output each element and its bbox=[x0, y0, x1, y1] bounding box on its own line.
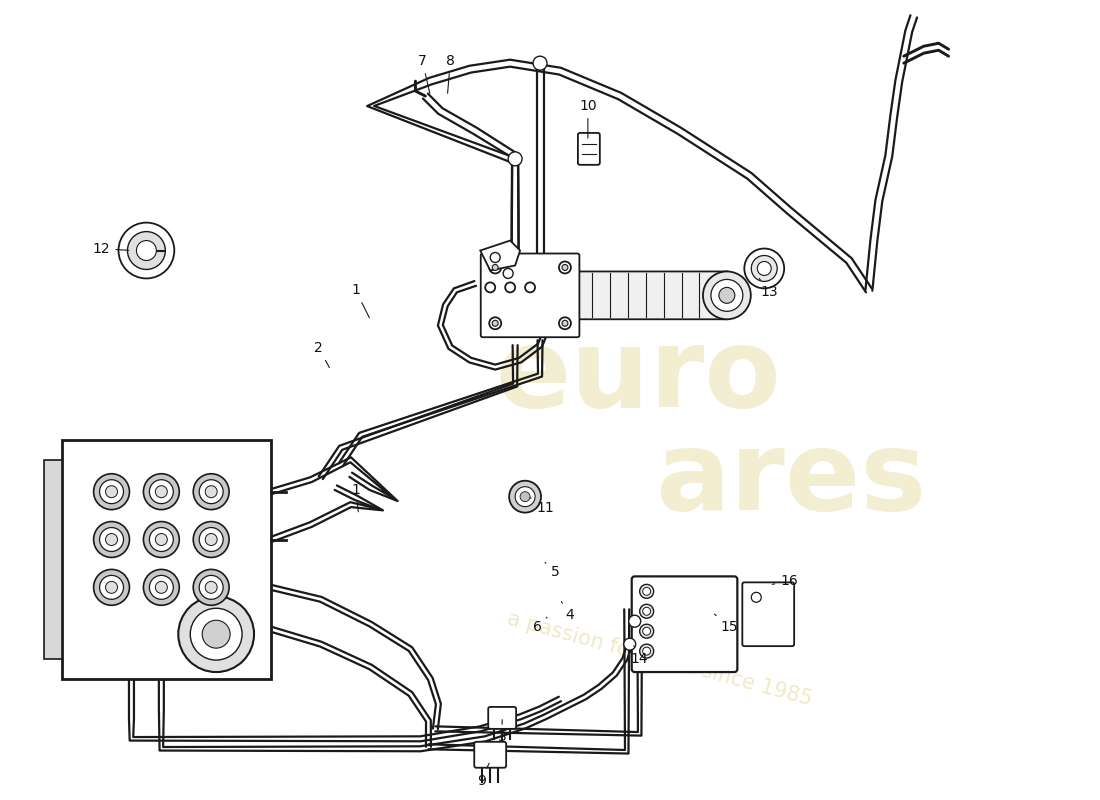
Circle shape bbox=[711, 279, 742, 311]
Text: 4: 4 bbox=[561, 602, 574, 622]
FancyBboxPatch shape bbox=[488, 707, 516, 729]
Text: euro: euro bbox=[495, 322, 781, 430]
Circle shape bbox=[150, 575, 174, 599]
FancyBboxPatch shape bbox=[631, 576, 737, 672]
Circle shape bbox=[202, 620, 230, 648]
Text: 1: 1 bbox=[351, 482, 360, 512]
Text: 8: 8 bbox=[446, 54, 454, 94]
Circle shape bbox=[703, 271, 751, 319]
Circle shape bbox=[94, 474, 130, 510]
Circle shape bbox=[155, 486, 167, 498]
Circle shape bbox=[119, 222, 174, 278]
Circle shape bbox=[505, 282, 515, 292]
Circle shape bbox=[640, 644, 653, 658]
Circle shape bbox=[94, 522, 130, 558]
Circle shape bbox=[629, 615, 640, 627]
Circle shape bbox=[719, 287, 735, 303]
Circle shape bbox=[136, 241, 156, 261]
Circle shape bbox=[490, 318, 502, 330]
Circle shape bbox=[624, 638, 636, 650]
Circle shape bbox=[559, 318, 571, 330]
Circle shape bbox=[194, 474, 229, 510]
Text: 6: 6 bbox=[532, 618, 547, 634]
Circle shape bbox=[559, 262, 571, 274]
Text: 7: 7 bbox=[418, 54, 430, 94]
Circle shape bbox=[199, 575, 223, 599]
FancyBboxPatch shape bbox=[575, 271, 729, 319]
Text: 15: 15 bbox=[715, 614, 738, 634]
Circle shape bbox=[492, 265, 498, 270]
Circle shape bbox=[190, 608, 242, 660]
Circle shape bbox=[640, 624, 653, 638]
FancyBboxPatch shape bbox=[481, 254, 580, 338]
Circle shape bbox=[642, 607, 650, 615]
Circle shape bbox=[640, 604, 653, 618]
Circle shape bbox=[100, 575, 123, 599]
FancyBboxPatch shape bbox=[578, 133, 600, 165]
Circle shape bbox=[143, 474, 179, 510]
Text: 3: 3 bbox=[498, 720, 506, 744]
Text: 11: 11 bbox=[530, 498, 554, 514]
Circle shape bbox=[106, 534, 118, 546]
Circle shape bbox=[100, 527, 123, 551]
Text: 16: 16 bbox=[772, 574, 798, 588]
Circle shape bbox=[508, 152, 522, 166]
Circle shape bbox=[757, 262, 771, 275]
Circle shape bbox=[194, 570, 229, 606]
Circle shape bbox=[562, 265, 568, 270]
Circle shape bbox=[503, 269, 513, 278]
Circle shape bbox=[150, 480, 174, 504]
Circle shape bbox=[155, 534, 167, 546]
Circle shape bbox=[150, 527, 174, 551]
Circle shape bbox=[642, 587, 650, 595]
Circle shape bbox=[515, 486, 535, 506]
Circle shape bbox=[194, 522, 229, 558]
Circle shape bbox=[642, 627, 650, 635]
Circle shape bbox=[178, 596, 254, 672]
Text: 13: 13 bbox=[759, 278, 778, 299]
Circle shape bbox=[94, 570, 130, 606]
Circle shape bbox=[534, 56, 547, 70]
Circle shape bbox=[106, 486, 118, 498]
Circle shape bbox=[199, 527, 223, 551]
FancyBboxPatch shape bbox=[62, 440, 271, 679]
Text: 5: 5 bbox=[544, 562, 560, 579]
Circle shape bbox=[490, 262, 502, 274]
Circle shape bbox=[492, 320, 498, 326]
Text: a passion for parts since 1985: a passion for parts since 1985 bbox=[505, 609, 814, 710]
Circle shape bbox=[128, 231, 165, 270]
Circle shape bbox=[100, 480, 123, 504]
Circle shape bbox=[206, 582, 217, 594]
Circle shape bbox=[155, 582, 167, 594]
Circle shape bbox=[640, 584, 653, 598]
Circle shape bbox=[143, 522, 179, 558]
Text: 2: 2 bbox=[315, 341, 329, 368]
FancyBboxPatch shape bbox=[742, 582, 794, 646]
Text: 14: 14 bbox=[631, 646, 649, 666]
Text: ares: ares bbox=[656, 426, 927, 534]
Circle shape bbox=[751, 592, 761, 602]
Circle shape bbox=[106, 582, 118, 594]
FancyBboxPatch shape bbox=[474, 742, 506, 768]
Circle shape bbox=[525, 282, 535, 292]
Circle shape bbox=[562, 320, 568, 326]
Circle shape bbox=[509, 481, 541, 513]
Text: 1: 1 bbox=[351, 283, 370, 318]
Circle shape bbox=[485, 282, 495, 292]
Text: 10: 10 bbox=[579, 99, 596, 138]
Polygon shape bbox=[481, 241, 520, 270]
Circle shape bbox=[642, 647, 650, 655]
Circle shape bbox=[143, 570, 179, 606]
Circle shape bbox=[206, 486, 217, 498]
Circle shape bbox=[206, 534, 217, 546]
Text: 9: 9 bbox=[476, 763, 490, 788]
Circle shape bbox=[745, 249, 784, 288]
Circle shape bbox=[491, 253, 501, 262]
Circle shape bbox=[751, 255, 778, 282]
Circle shape bbox=[199, 480, 223, 504]
FancyBboxPatch shape bbox=[44, 460, 62, 659]
Text: 12: 12 bbox=[92, 242, 129, 255]
Circle shape bbox=[520, 492, 530, 502]
